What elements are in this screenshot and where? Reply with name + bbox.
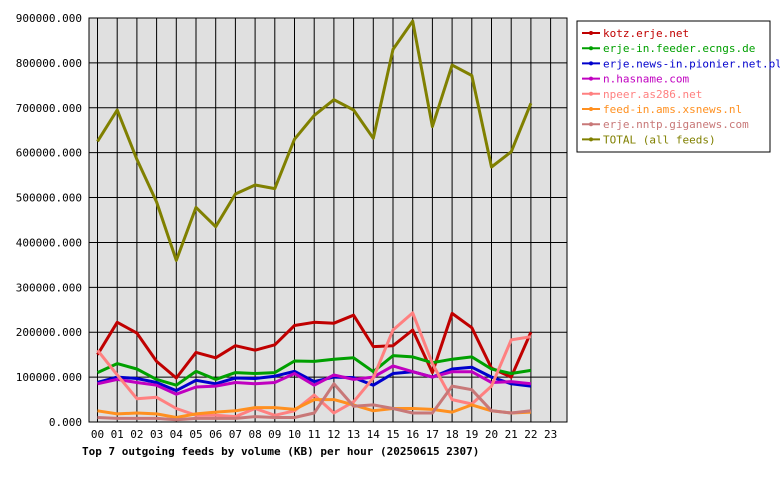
series-line-6	[97, 382, 532, 422]
x-tick-label: 00	[91, 428, 104, 441]
legend-label: TOTAL (all feeds)	[603, 133, 716, 146]
x-tick-label: 07	[229, 428, 242, 441]
legend-label: feed-in.ams.xsnews.nl	[603, 103, 742, 116]
x-tick-label: 08	[248, 428, 261, 441]
x-tick-label: 12	[327, 428, 340, 441]
x-tick-label: 01	[111, 428, 124, 441]
legend-label: npeer.as286.net	[603, 88, 702, 101]
legend-swatch-dot	[589, 122, 593, 127]
legend-swatch-dot	[589, 91, 593, 96]
y-tick-label: 300000.000	[16, 281, 82, 294]
x-tick-label: 21	[505, 428, 518, 441]
legend-box	[576, 20, 771, 153]
x-tick-label: 05	[189, 428, 202, 441]
series-line-5	[97, 398, 531, 419]
x-tick-label: 02	[130, 428, 143, 441]
y-tick-label: 800000.000	[16, 57, 82, 70]
series-line-7	[96, 19, 533, 262]
x-tick-label: 14	[367, 428, 381, 441]
x-tick-label: 18	[445, 428, 458, 441]
y-tick-label: 100000.000	[16, 371, 82, 384]
x-axis-ticks: 00 01 02 03 04 05 06 07 08 09 10 11 12 13 14 15 16 17 18 19…	[91, 428, 557, 441]
y-tick-label: 400000.000	[16, 236, 82, 249]
x-tick-label: 17	[426, 428, 439, 441]
y-tick-label: 500000.000	[16, 192, 82, 205]
legend-swatch-dot	[589, 31, 593, 35]
x-tick-label: 10	[288, 428, 301, 441]
series-line-2	[97, 365, 532, 393]
legend: kotz.erje.net erje-in.feeder.ecngs.de erje…	[576, 20, 780, 153]
legend-swatch-dot	[589, 46, 593, 51]
series-line-4	[96, 311, 532, 419]
legend-label: erje-in.feeder.ecngs.de	[603, 42, 755, 55]
x-tick-label: 16	[406, 428, 419, 441]
plot-background	[89, 18, 567, 422]
legend-swatch-dot	[589, 107, 593, 111]
y-tick-label: 700000.000	[16, 102, 82, 115]
legend-label: erje.nntp.giganews.com	[603, 118, 749, 131]
legend-label: n.hasname.com	[603, 73, 689, 86]
plot-frame	[88, 17, 568, 423]
legend-swatch-dot	[589, 61, 593, 66]
x-tick-label: 13	[347, 428, 360, 441]
x-tick-label: 20	[485, 428, 498, 441]
x-tick-label: 15	[386, 428, 399, 441]
series-line-3	[97, 364, 532, 396]
x-tick-label: 19	[465, 428, 478, 441]
x-tick-label: 22	[524, 428, 537, 441]
legend-swatch-dot	[589, 76, 593, 81]
legend-label: kotz.erje.net	[603, 27, 689, 40]
series-line-1	[96, 354, 532, 387]
y-tick-label: 900000.000	[16, 12, 82, 25]
y-tick-label: 600000.000	[16, 147, 82, 160]
legend-label: erje.news-in.pionier.net.pl	[603, 57, 780, 70]
x-tick-label: 04	[170, 428, 184, 441]
x-tick-label: 09	[268, 428, 281, 441]
x-tick-label: 03	[150, 428, 163, 441]
series-lines	[96, 19, 533, 422]
x-tick-label: 11	[308, 428, 321, 441]
series-line-0	[96, 311, 533, 380]
y-axis-ticks: 0.000 100000.000 200000.000 300000.000 40000…	[16, 12, 82, 429]
legend-swatch-dot	[589, 137, 593, 142]
y-tick-label: 0.000	[49, 416, 82, 429]
y-tick-label: 200000.000	[16, 326, 82, 339]
x-tick-label: 06	[209, 428, 222, 441]
chart-title: Top 7 outgoing feeds by volume (KB) per …	[82, 445, 479, 458]
x-tick-label: 23	[544, 428, 557, 441]
